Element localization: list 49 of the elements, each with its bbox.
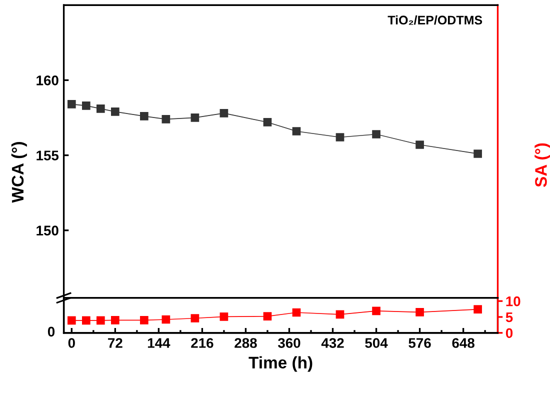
point: [140, 112, 148, 120]
x-tick-label: 72: [108, 338, 122, 348]
point: [292, 127, 301, 136]
x-tick-label: 288: [234, 338, 257, 348]
point: [162, 115, 170, 124]
x-tick-label: 144: [148, 338, 170, 348]
point: [416, 140, 424, 149]
point: [190, 314, 200, 322]
point: [292, 308, 301, 317]
point: [96, 104, 105, 113]
point: [474, 305, 482, 314]
point: [372, 306, 380, 316]
point: [220, 312, 228, 321]
x-axis-title: Time (h): [248, 356, 312, 372]
y-tick-label: 155: [36, 150, 59, 160]
point: [263, 118, 272, 126]
point: [111, 316, 120, 324]
point: [190, 114, 200, 122]
point: [263, 312, 272, 321]
point: [111, 108, 120, 116]
point: [140, 316, 148, 324]
y-tick-label: 150: [36, 226, 58, 236]
x-tick-label: 648: [452, 338, 474, 348]
point: [67, 100, 76, 108]
y-axis-title: WCA (°): [11, 142, 27, 203]
point: [220, 109, 228, 118]
point: [416, 308, 424, 316]
y2-tick-label: 10: [506, 296, 520, 306]
y-tick-label: 160: [36, 76, 58, 86]
point: [82, 316, 90, 325]
y2-tick-label: 0: [506, 328, 513, 338]
x-tick-label: 432: [321, 338, 344, 348]
point: [336, 133, 344, 142]
x-tick-label: 360: [278, 338, 300, 348]
y2-axis-title: SA (°): [534, 143, 550, 187]
point: [372, 130, 380, 138]
x-tick-label: 216: [191, 338, 214, 348]
x-tick-label: 504: [365, 338, 388, 348]
x-tick-label: 576: [408, 338, 431, 348]
point: [96, 316, 105, 325]
point: [336, 310, 344, 319]
point: [67, 316, 76, 325]
annotation: TiO₂/EP/ODTMS: [388, 15, 482, 25]
y2-tick-label: 5: [506, 312, 513, 322]
text: 0: [48, 326, 55, 337]
point: [82, 102, 90, 110]
point: [162, 315, 170, 324]
x-tick-label: 0: [68, 338, 75, 348]
point: [474, 150, 482, 158]
